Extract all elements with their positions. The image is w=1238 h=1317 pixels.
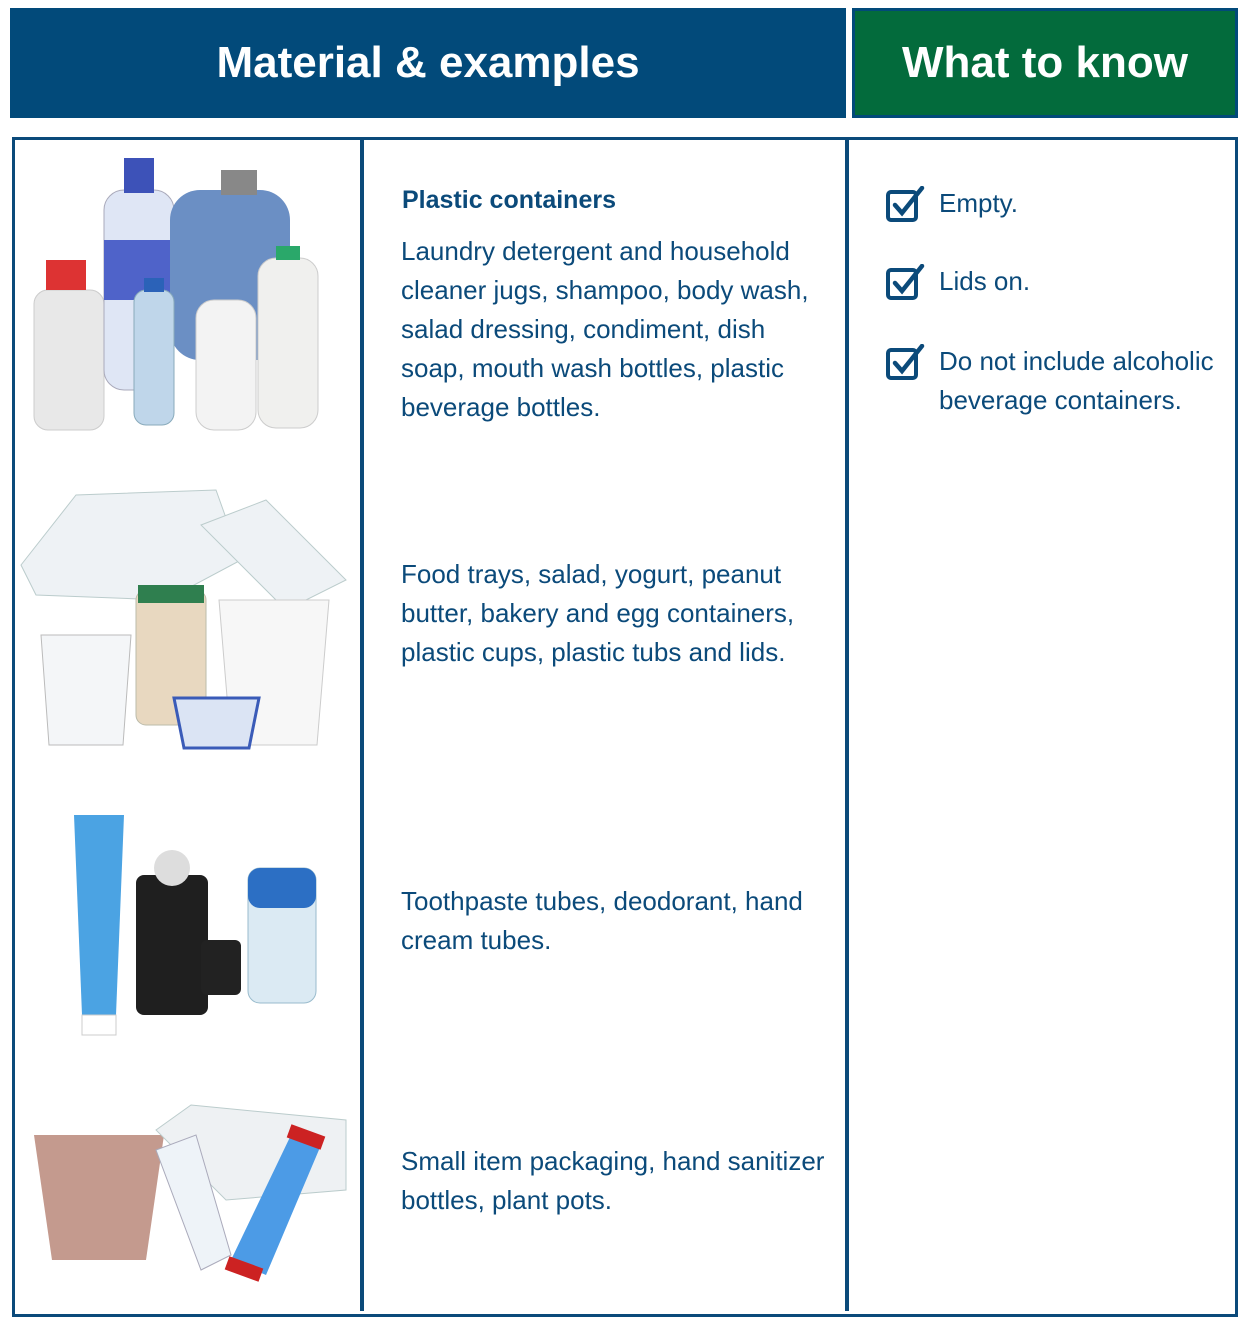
checklist-text: Lids on. [939,266,1031,296]
pots-packaging [34,1104,347,1282]
checkbox-icon [886,264,925,300]
column-header: What to know [852,8,1238,118]
checklist-item: Do not include alcoholic beverage contai… [886,342,1226,420]
column-divider [360,137,364,1311]
checklist-text: Do not include alcoholic beverage contai… [939,346,1214,415]
checklist-item: Empty. [886,184,1226,223]
column-divider [845,137,849,1311]
row-description: Toothpaste tubes, deodorant, hand cream … [401,886,803,955]
checkbox-icon [886,344,925,380]
column-header: Material & examples [10,8,846,118]
row-description: Laundry detergent and household cleaner … [401,236,809,422]
containers [20,489,347,750]
checklist-item: Lids on. [886,262,1226,301]
checkbox-icon [886,186,925,222]
row-description: Food trays, salad, yogurt, peanut butter… [401,559,795,667]
checklist-text: Empty. [939,188,1018,218]
product-illustrations [20,158,347,1282]
tubes [74,815,317,1036]
bottles [33,158,319,431]
row-description: Small item packaging, hand sanitizer bot… [401,1146,825,1215]
row-heading: Plastic containers [402,186,616,214]
